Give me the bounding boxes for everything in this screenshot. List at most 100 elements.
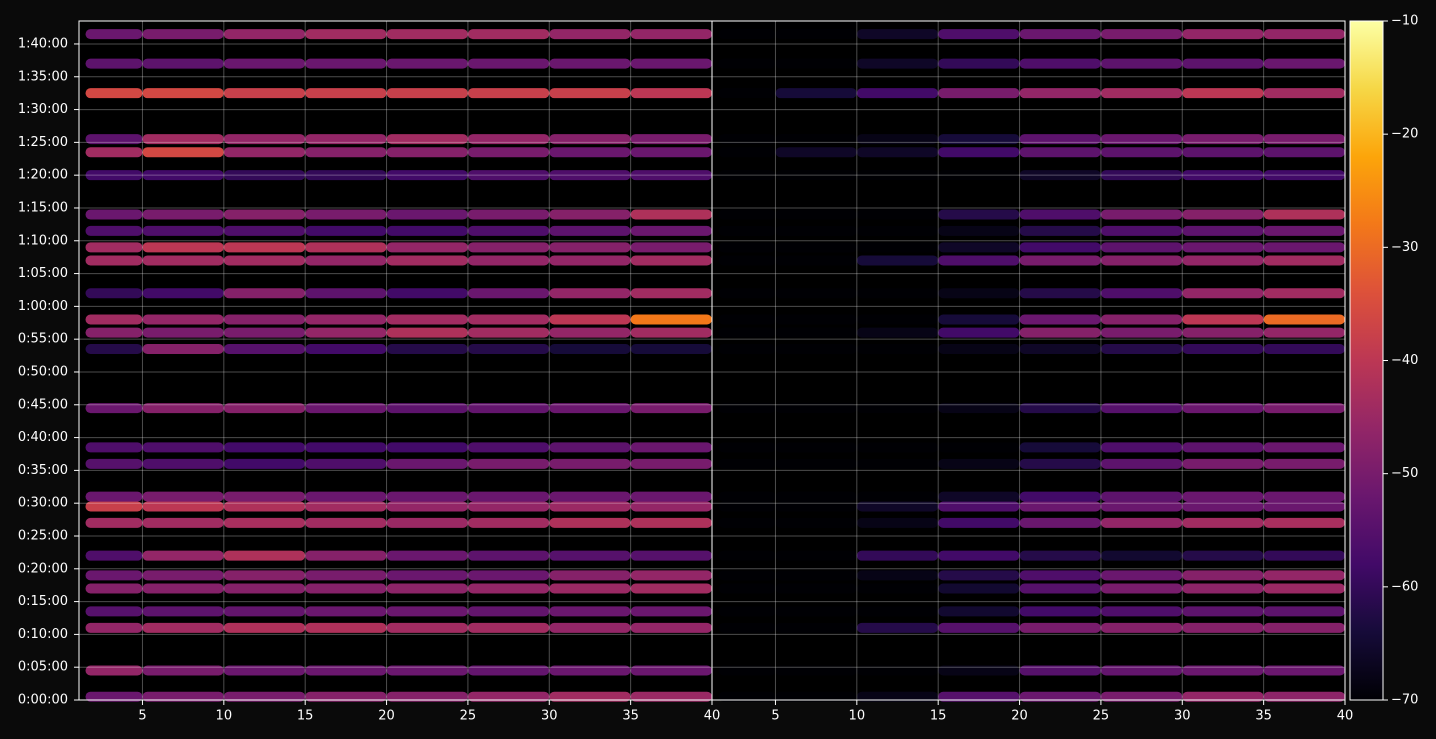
heat-cell xyxy=(305,225,387,236)
heat-cell xyxy=(718,403,776,414)
heat-cell xyxy=(856,58,939,69)
heat-cell xyxy=(775,58,857,69)
heat-cell xyxy=(549,209,631,220)
heat-cell xyxy=(142,491,224,502)
heat-cell xyxy=(775,288,857,299)
heat-cell xyxy=(386,550,468,561)
heat-cell xyxy=(1019,403,1101,414)
heat-cell xyxy=(938,344,1020,355)
heat-cell xyxy=(856,242,939,253)
heat-cell xyxy=(467,606,550,617)
heat-cell xyxy=(467,314,550,325)
heat-cell xyxy=(856,255,939,266)
heat-cell xyxy=(467,501,550,512)
y-tick-label: 0:15:00 xyxy=(18,594,68,609)
heat-cell xyxy=(1182,665,1264,676)
heat-cell xyxy=(305,344,387,355)
heat-cell xyxy=(1100,622,1183,633)
heat-cell xyxy=(142,442,224,453)
heat-cell xyxy=(142,242,224,253)
heat-cell xyxy=(305,491,387,502)
heat-cell xyxy=(630,314,712,325)
heat-cell xyxy=(718,606,776,617)
heat-cell xyxy=(549,550,631,561)
heat-cell xyxy=(1263,88,1345,99)
heat-cell xyxy=(467,622,550,633)
heat-cell xyxy=(630,58,712,69)
heat-cell xyxy=(142,691,224,702)
heat-cell xyxy=(630,491,712,502)
heat-cell xyxy=(1100,255,1183,266)
heat-cell xyxy=(1182,517,1264,528)
heat-cell xyxy=(775,606,857,617)
heat-cell xyxy=(223,327,306,338)
heat-cell xyxy=(467,242,550,253)
heat-cell xyxy=(856,570,939,581)
heat-cell xyxy=(85,501,143,512)
heat-cell xyxy=(1019,58,1101,69)
heat-cell xyxy=(775,327,857,338)
x-tick-label: 35 xyxy=(1255,709,1272,724)
y-tick-label: 1:10:00 xyxy=(18,233,68,248)
y-tick-label: 0:35:00 xyxy=(18,463,68,478)
heat-cell xyxy=(1263,665,1345,676)
heat-cell xyxy=(549,88,631,99)
heat-cell xyxy=(142,147,224,158)
heat-cell xyxy=(1263,29,1345,40)
heat-cell xyxy=(1100,88,1183,99)
heat-cell xyxy=(223,344,306,355)
heat-cell xyxy=(718,209,776,220)
heat-cell xyxy=(938,501,1020,512)
heat-cell xyxy=(305,147,387,158)
x-tick-label: 15 xyxy=(297,709,314,724)
heat-cell xyxy=(386,242,468,253)
heat-cell xyxy=(142,58,224,69)
heat-cell xyxy=(1100,458,1183,469)
colorbar-tick-label: −30 xyxy=(1391,240,1418,255)
heat-cell xyxy=(1019,327,1101,338)
y-tick-label: 0:10:00 xyxy=(18,627,68,642)
heat-cell xyxy=(386,403,468,414)
heat-cell xyxy=(718,501,776,512)
heat-cell xyxy=(305,665,387,676)
heat-cell xyxy=(938,491,1020,502)
heat-cell xyxy=(549,458,631,469)
heat-cell xyxy=(223,242,306,253)
heat-cell xyxy=(223,458,306,469)
heat-cell xyxy=(718,327,776,338)
heat-cell xyxy=(305,583,387,594)
heat-cell xyxy=(630,147,712,158)
heat-cell xyxy=(305,458,387,469)
heat-cell xyxy=(1019,225,1101,236)
heat-cell xyxy=(386,288,468,299)
heat-cell xyxy=(1100,344,1183,355)
heat-cell xyxy=(142,88,224,99)
heat-cell xyxy=(305,501,387,512)
heat-cell xyxy=(718,170,776,181)
heat-cell xyxy=(467,442,550,453)
heat-cell xyxy=(1019,458,1101,469)
y-tick-label: 1:25:00 xyxy=(18,135,68,150)
x-tick-label: 10 xyxy=(849,709,866,724)
heat-cell xyxy=(1182,147,1264,158)
heat-cell xyxy=(305,209,387,220)
heat-cell xyxy=(85,458,143,469)
heat-cell xyxy=(856,88,939,99)
heat-cell xyxy=(386,344,468,355)
heat-cell xyxy=(467,147,550,158)
heat-cell xyxy=(630,170,712,181)
heat-cell xyxy=(775,622,857,633)
heat-cell xyxy=(775,665,857,676)
heat-cell xyxy=(142,134,224,145)
heat-cell xyxy=(386,570,468,581)
heat-cell xyxy=(305,327,387,338)
heat-cell xyxy=(1019,517,1101,528)
heat-cell xyxy=(305,517,387,528)
heat-cell xyxy=(775,225,857,236)
heat-cell xyxy=(223,134,306,145)
heat-cell xyxy=(223,570,306,581)
heat-cell xyxy=(85,403,143,414)
heat-cell xyxy=(1263,327,1345,338)
heat-cell xyxy=(1182,501,1264,512)
